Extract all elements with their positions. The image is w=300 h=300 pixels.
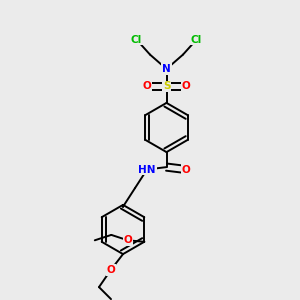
Text: O: O xyxy=(106,265,116,275)
Text: O: O xyxy=(142,81,152,92)
Text: HN: HN xyxy=(138,164,156,175)
Text: O: O xyxy=(123,235,132,245)
Text: O: O xyxy=(182,164,190,175)
Text: Cl: Cl xyxy=(191,34,202,45)
Text: Cl: Cl xyxy=(131,34,142,45)
Text: O: O xyxy=(182,81,190,92)
Text: N: N xyxy=(162,64,171,74)
Text: S: S xyxy=(163,81,170,92)
